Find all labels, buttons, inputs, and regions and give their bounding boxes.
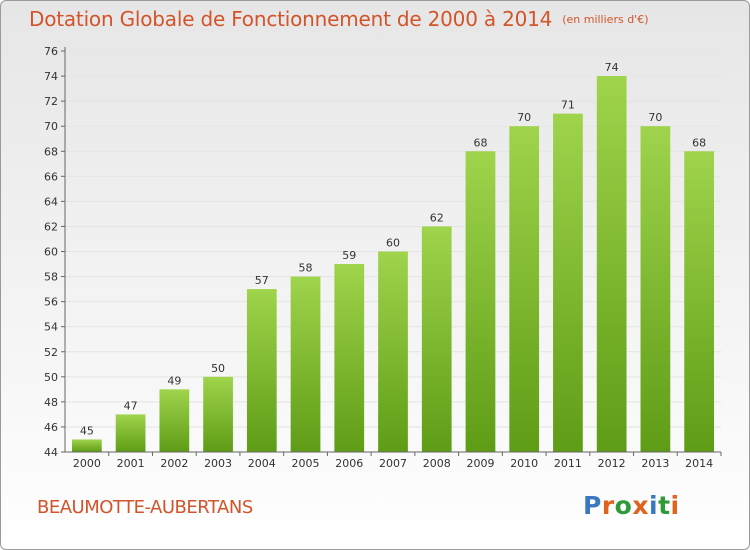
y-tick-label: 72	[44, 95, 58, 108]
bar-value-label: 45	[80, 424, 94, 437]
bar	[290, 276, 321, 452]
x-tick-label: 2001	[117, 457, 145, 470]
x-tick-label: 2008	[423, 457, 451, 470]
bar-value-label: 47	[124, 399, 138, 412]
x-tick-label: 2004	[248, 457, 276, 470]
bar-value-label: 70	[648, 111, 662, 124]
y-tick-label: 60	[44, 246, 58, 259]
x-tick-label: 2003	[204, 457, 232, 470]
x-tick-label: 2013	[641, 457, 669, 470]
y-tick-label: 48	[44, 396, 58, 409]
bar-value-label: 59	[342, 249, 356, 262]
bar	[553, 113, 583, 452]
bar	[159, 389, 190, 452]
bar	[421, 226, 452, 452]
x-tick-label: 2014	[685, 457, 713, 470]
commune-name: BEAUMOTTE-AUBERTANS	[37, 497, 253, 518]
axes	[61, 47, 722, 456]
bar	[115, 414, 146, 452]
title-row: Dotation Globale de Fonctionnement de 20…	[29, 7, 648, 31]
proxiti-logo: Proxiti	[583, 491, 680, 520]
y-tick-label: 68	[44, 145, 58, 158]
logo-letter: P	[583, 491, 602, 520]
bar-value-label: 71	[561, 99, 575, 112]
bar	[378, 251, 408, 452]
x-tick-label: 2009	[466, 457, 494, 470]
logo-letter: x	[632, 491, 649, 520]
x-tick-label: 2011	[554, 457, 582, 470]
bar-value-label: 74	[605, 61, 619, 74]
bar-value-label: 60	[386, 237, 400, 250]
bar-value-label: 57	[255, 274, 269, 287]
bar	[684, 151, 715, 452]
y-tick-label: 58	[44, 271, 58, 284]
bar-value-label: 62	[430, 211, 444, 224]
y-tick-label: 74	[44, 70, 58, 83]
bars	[71, 76, 715, 452]
bar-value-label: 68	[473, 136, 487, 149]
bar	[596, 76, 627, 452]
bar-value-label: 58	[299, 262, 313, 275]
bar	[334, 264, 365, 452]
bar	[640, 126, 671, 452]
x-tick-label: 2000	[73, 457, 101, 470]
y-tick-label: 52	[44, 346, 58, 359]
y-tick-label: 64	[44, 195, 58, 208]
bar	[465, 151, 496, 452]
bar	[509, 126, 540, 452]
chart-unit: (en milliers d'€)	[562, 13, 649, 26]
y-tick-label: 50	[44, 371, 58, 384]
bar-value-label: 50	[211, 362, 225, 375]
y-tick-label: 54	[44, 321, 58, 334]
y-tick-label: 76	[44, 45, 58, 58]
bar	[246, 289, 277, 452]
bar	[203, 376, 233, 452]
y-tick-label: 44	[44, 446, 58, 459]
bar-value-label: 68	[692, 136, 706, 149]
x-tick-label: 2012	[598, 457, 626, 470]
x-tick-label: 2007	[379, 457, 407, 470]
logo-letter: i	[670, 491, 680, 520]
x-tick-label: 2010	[510, 457, 538, 470]
x-tick-label: 2005	[292, 457, 320, 470]
bar	[71, 439, 102, 452]
logo-letter: i	[649, 491, 659, 520]
logo-letter: r	[601, 491, 615, 520]
logo-letter: t	[658, 491, 671, 520]
bar-value-label: 49	[167, 374, 181, 387]
x-tick-label: 2006	[335, 457, 363, 470]
chart-title: Dotation Globale de Fonctionnement de 20…	[29, 7, 553, 31]
y-tick-label: 62	[44, 220, 58, 233]
y-tick-label: 46	[44, 421, 58, 434]
y-tick-label: 56	[44, 296, 58, 309]
logo-letter: o	[614, 491, 633, 520]
y-tick-label: 70	[44, 120, 58, 133]
labels: 44 46 48 50 52 54 56 58 60 62 64 66 68 70 72 74 76 45 2000…	[44, 45, 713, 470]
y-tick-label: 66	[44, 170, 58, 183]
x-tick-label: 2002	[160, 457, 188, 470]
bar-value-label: 70	[517, 111, 531, 124]
